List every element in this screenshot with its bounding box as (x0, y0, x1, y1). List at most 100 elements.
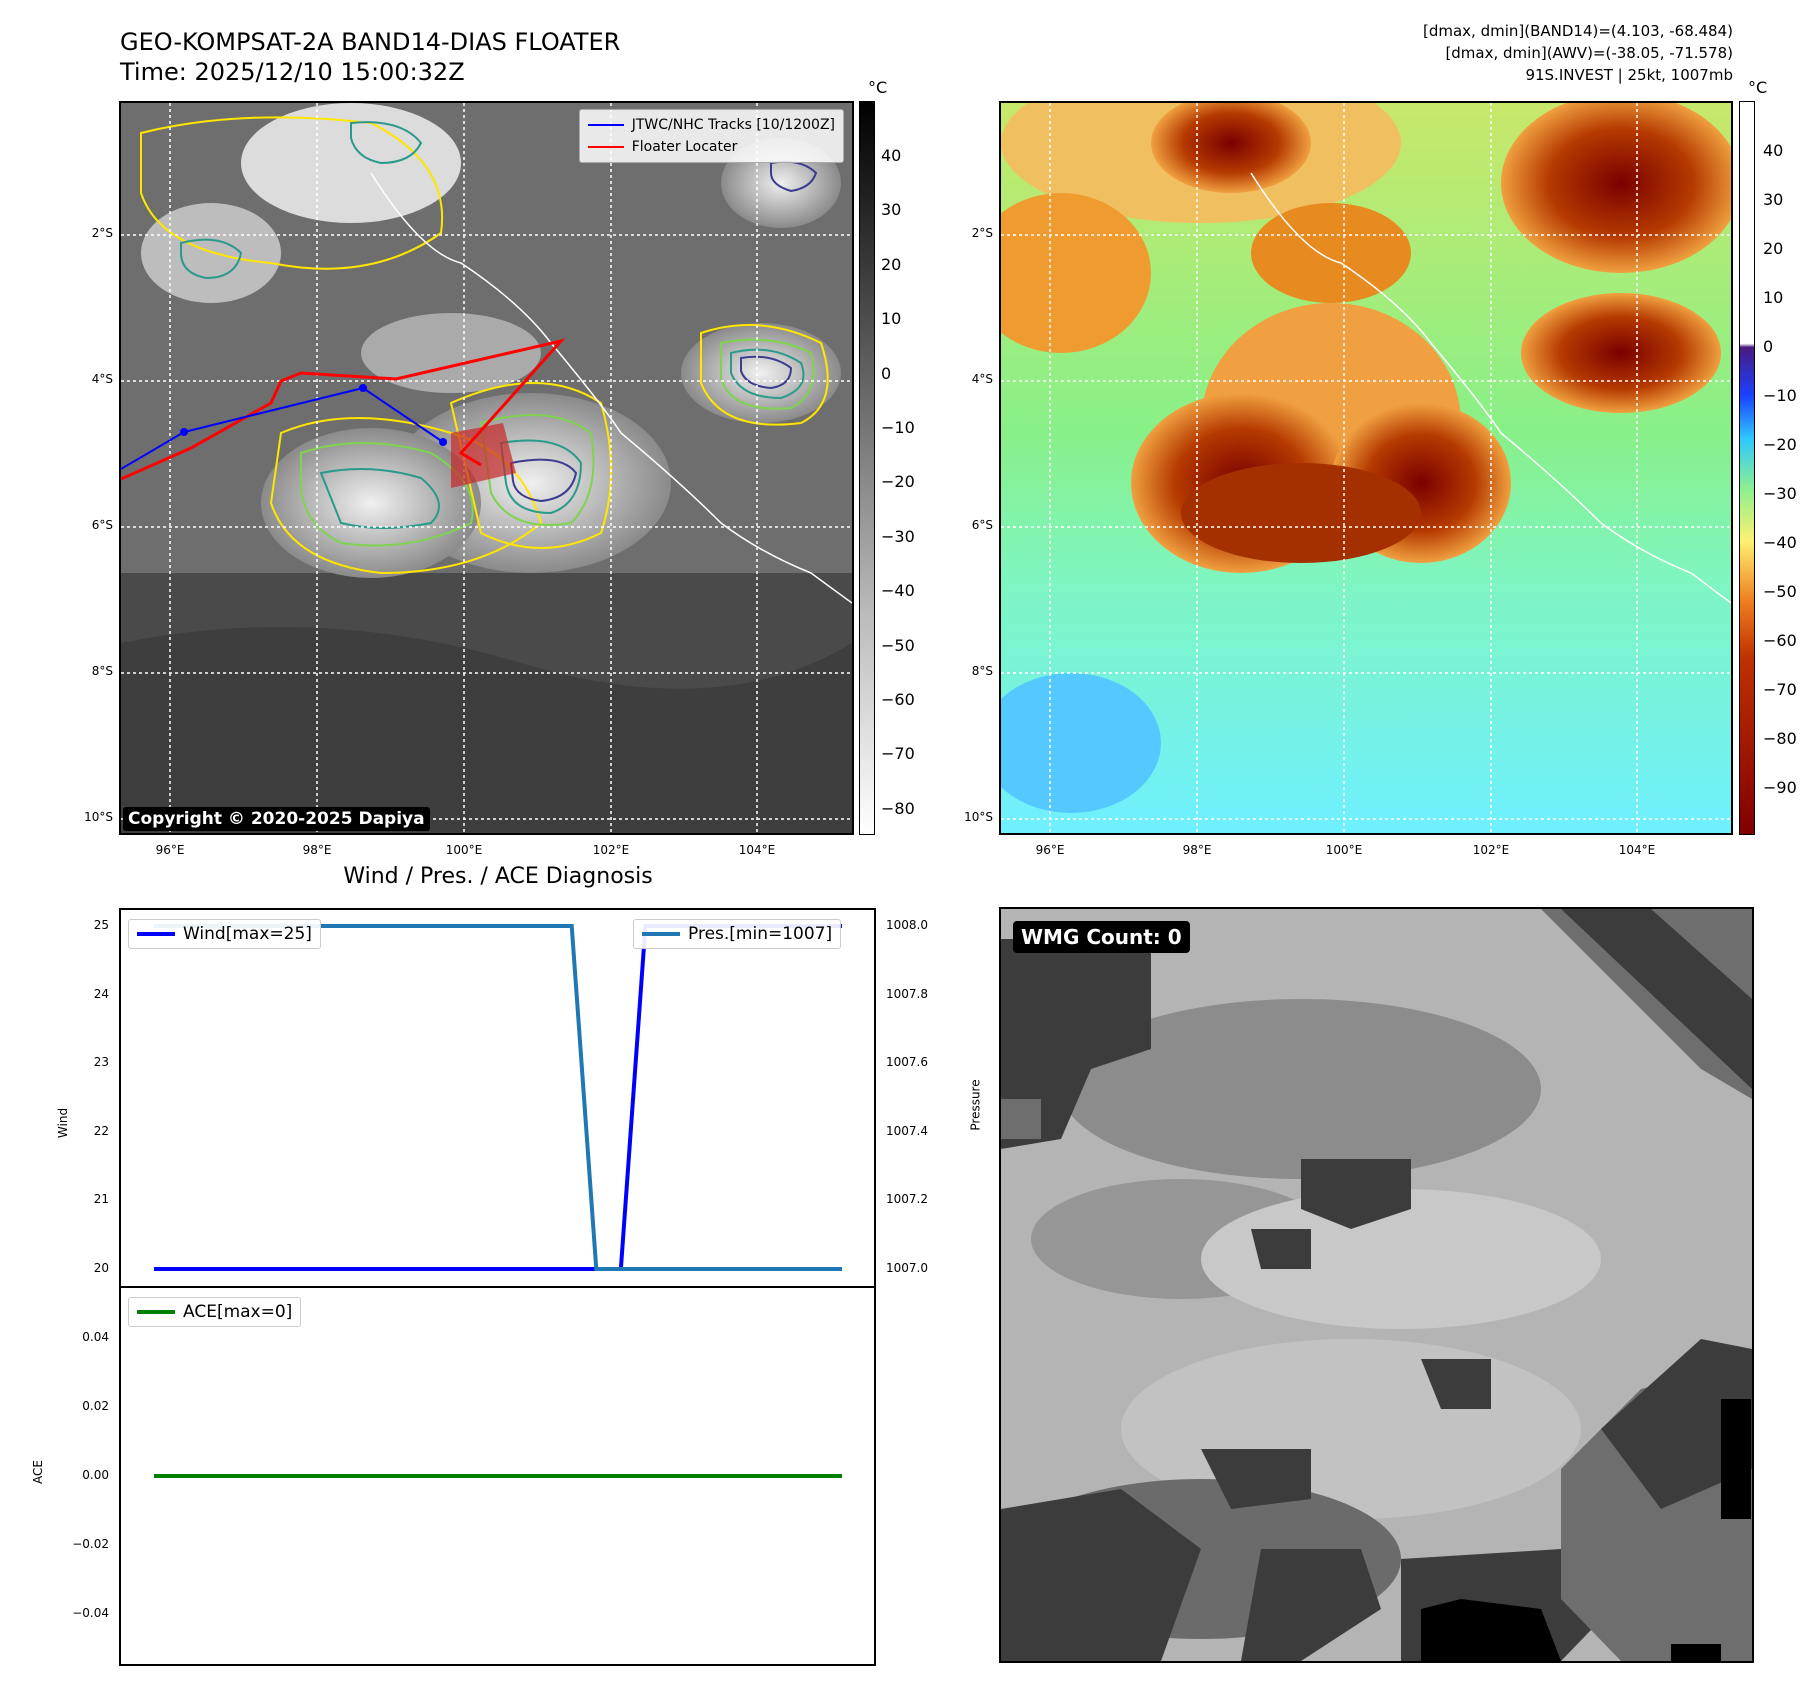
awv-colorbar-tick: −50 (1763, 582, 1797, 601)
awv-colorbar-tick: 20 (1763, 239, 1784, 258)
lon-label: 102°E (1472, 843, 1510, 857)
ir-colorbar-tick: −80 (881, 798, 915, 818)
lat-label: 6°S (91, 518, 113, 532)
wind-tick-label: 23 (93, 1055, 109, 1070)
lon-label: 98°E (302, 843, 332, 857)
ir-map-panel: JTWC/NHC Tracks [10/1200Z] Floater Locat… (119, 101, 854, 835)
diagnosis-title: Wind / Pres. / ACE Diagnosis (343, 864, 653, 889)
ace-legend: ACE[max=0] (128, 1297, 302, 1327)
lat-label: 8°S (971, 664, 993, 678)
wmg-panel: WMG Count: 0 (999, 907, 1754, 1663)
lat-label: 4°S (91, 372, 113, 386)
lat-label: 8°S (91, 664, 113, 678)
wind-axis-label: Wind (56, 1107, 71, 1139)
awv-colorbar-tick: −80 (1763, 729, 1797, 748)
lat-label: 2°S (91, 226, 113, 240)
lon-label: 100°E (1325, 843, 1363, 857)
wind-legend-line (137, 932, 175, 936)
ir-colorbar-tick: 30 (881, 200, 902, 220)
awv-colorbar-tick: −30 (1763, 484, 1797, 503)
info-awv: [dmax, dmin](AWV)=(-38.05, -71.578) (1445, 44, 1733, 62)
ir-colorbar-tick: −40 (881, 581, 915, 601)
ir-colorbar-tick: −20 (881, 472, 915, 492)
ir-colorbar-tick: −60 (881, 690, 915, 709)
lon-label: 100°E (445, 843, 483, 857)
lat-label: 6°S (971, 518, 993, 532)
ir-colorbar (859, 101, 875, 835)
wind-tick-label: 21 (93, 1192, 109, 1207)
ace-axis-label: ACE (30, 1460, 45, 1484)
ace-chart (119, 1286, 876, 1666)
pressure-tick-label: 1007.8 (886, 986, 928, 1001)
wind-legend: Wind[max=25] (128, 919, 321, 949)
info-band14: [dmax, dmin](BAND14)=(4.103, -68.484) (1422, 22, 1733, 40)
tracks-legend-label: JTWC/NHC Tracks [10/1200Z] (631, 117, 835, 133)
ir-colorbar-tick: −50 (881, 635, 915, 655)
awv-colorbar-tick: 30 (1763, 190, 1784, 209)
pressure-tick-label: 1007.0 (886, 1261, 928, 1275)
awv-colorbar-tick: −60 (1763, 631, 1797, 650)
awv-colorbar-tick: −20 (1763, 435, 1797, 454)
awv-map-image (1001, 103, 1731, 833)
awv-map-panel (999, 101, 1733, 835)
awv-colorbar-unit: °C (1748, 78, 1768, 97)
ace-tick-label: −0.02 (72, 1537, 109, 1552)
ir-colorbar-tick: 10 (881, 309, 902, 329)
pressure-legend-label: Pres.[min=1007] (688, 924, 833, 944)
pressure-legend: Pres.[min=1007] (633, 919, 842, 949)
info-storm: 91S.INVEST | 25kt, 1007mb (1525, 66, 1733, 84)
lon-label: 104°E (738, 843, 776, 857)
chart-time: Time: 2025/12/10 15:00:32Z (120, 58, 465, 86)
copyright-label: Copyright © 2020-2025 Dapiya (123, 807, 430, 831)
ir-colorbar-tick: 20 (881, 254, 902, 274)
locater-legend-label: Floater Locater (631, 139, 738, 155)
ace-tick-label: 0.00 (82, 1468, 109, 1482)
pressure-tick-label: 1007.6 (886, 1055, 928, 1070)
awv-colorbar-tick: −10 (1763, 386, 1797, 405)
pressure-tick-label: 1007.2 (886, 1192, 928, 1207)
awv-colorbar-tick: 0 (1763, 337, 1774, 356)
ace-tick-label: −0.04 (72, 1606, 109, 1621)
wind-legend-label: Wind[max=25] (183, 924, 312, 944)
ir-map-image (121, 103, 852, 833)
lon-label: 96°E (1035, 843, 1065, 857)
lat-label: 10°S (964, 810, 993, 824)
wmg-image (1001, 909, 1752, 1661)
pressure-tick-label: 1008.0 (886, 918, 928, 932)
awv-colorbar-tick: −40 (1763, 533, 1797, 552)
lon-label: 96°E (155, 843, 185, 857)
awv-colorbar-tick: 40 (1763, 141, 1784, 160)
lon-label: 102°E (592, 843, 630, 857)
ir-colorbar-tick: −70 (881, 744, 915, 764)
chart-title: GEO-KOMPSAT-2A BAND14-DIAS FLOATER (120, 28, 621, 56)
ace-legend-line (137, 1310, 175, 1314)
ace-legend-label: ACE[max=0] (183, 1302, 293, 1322)
wind-tick-label: 20 (93, 1261, 109, 1275)
wind-tick-label: 25 (93, 918, 109, 932)
awv-colorbar-tick: 10 (1763, 288, 1784, 307)
ir-colorbar-tick: 40 (881, 146, 902, 165)
map-legend: JTWC/NHC Tracks [10/1200Z] Floater Locat… (578, 109, 844, 163)
ir-colorbar-unit: °C (868, 78, 888, 97)
pressure-axis-label: Pressure (968, 1079, 983, 1131)
awv-colorbar-tick: −70 (1763, 680, 1797, 699)
tracks-legend-line (587, 124, 624, 126)
lat-label: 2°S (971, 226, 993, 240)
wmg-count-label: WMG Count: 0 (1013, 921, 1190, 953)
ace-tick-label: 0.04 (82, 1329, 109, 1344)
locater-legend-line (587, 146, 624, 148)
ace-tick-label: 0.02 (82, 1398, 109, 1413)
awv-colorbar (1739, 101, 1755, 835)
wind-tick-label: 22 (93, 1123, 109, 1138)
lon-label: 104°E (1618, 843, 1656, 857)
lon-label: 98°E (1182, 843, 1212, 857)
lat-label: 4°S (971, 372, 993, 386)
ir-colorbar-tick: 0 (881, 363, 892, 383)
pressure-tick-label: 1007.4 (886, 1123, 928, 1138)
ir-colorbar-tick: −10 (881, 418, 915, 437)
wind-pressure-chart (119, 908, 876, 1289)
lat-label: 10°S (84, 810, 113, 824)
wind-tick-label: 24 (93, 986, 109, 1001)
awv-colorbar-tick: −90 (1763, 778, 1797, 797)
pressure-legend-line (642, 932, 680, 936)
